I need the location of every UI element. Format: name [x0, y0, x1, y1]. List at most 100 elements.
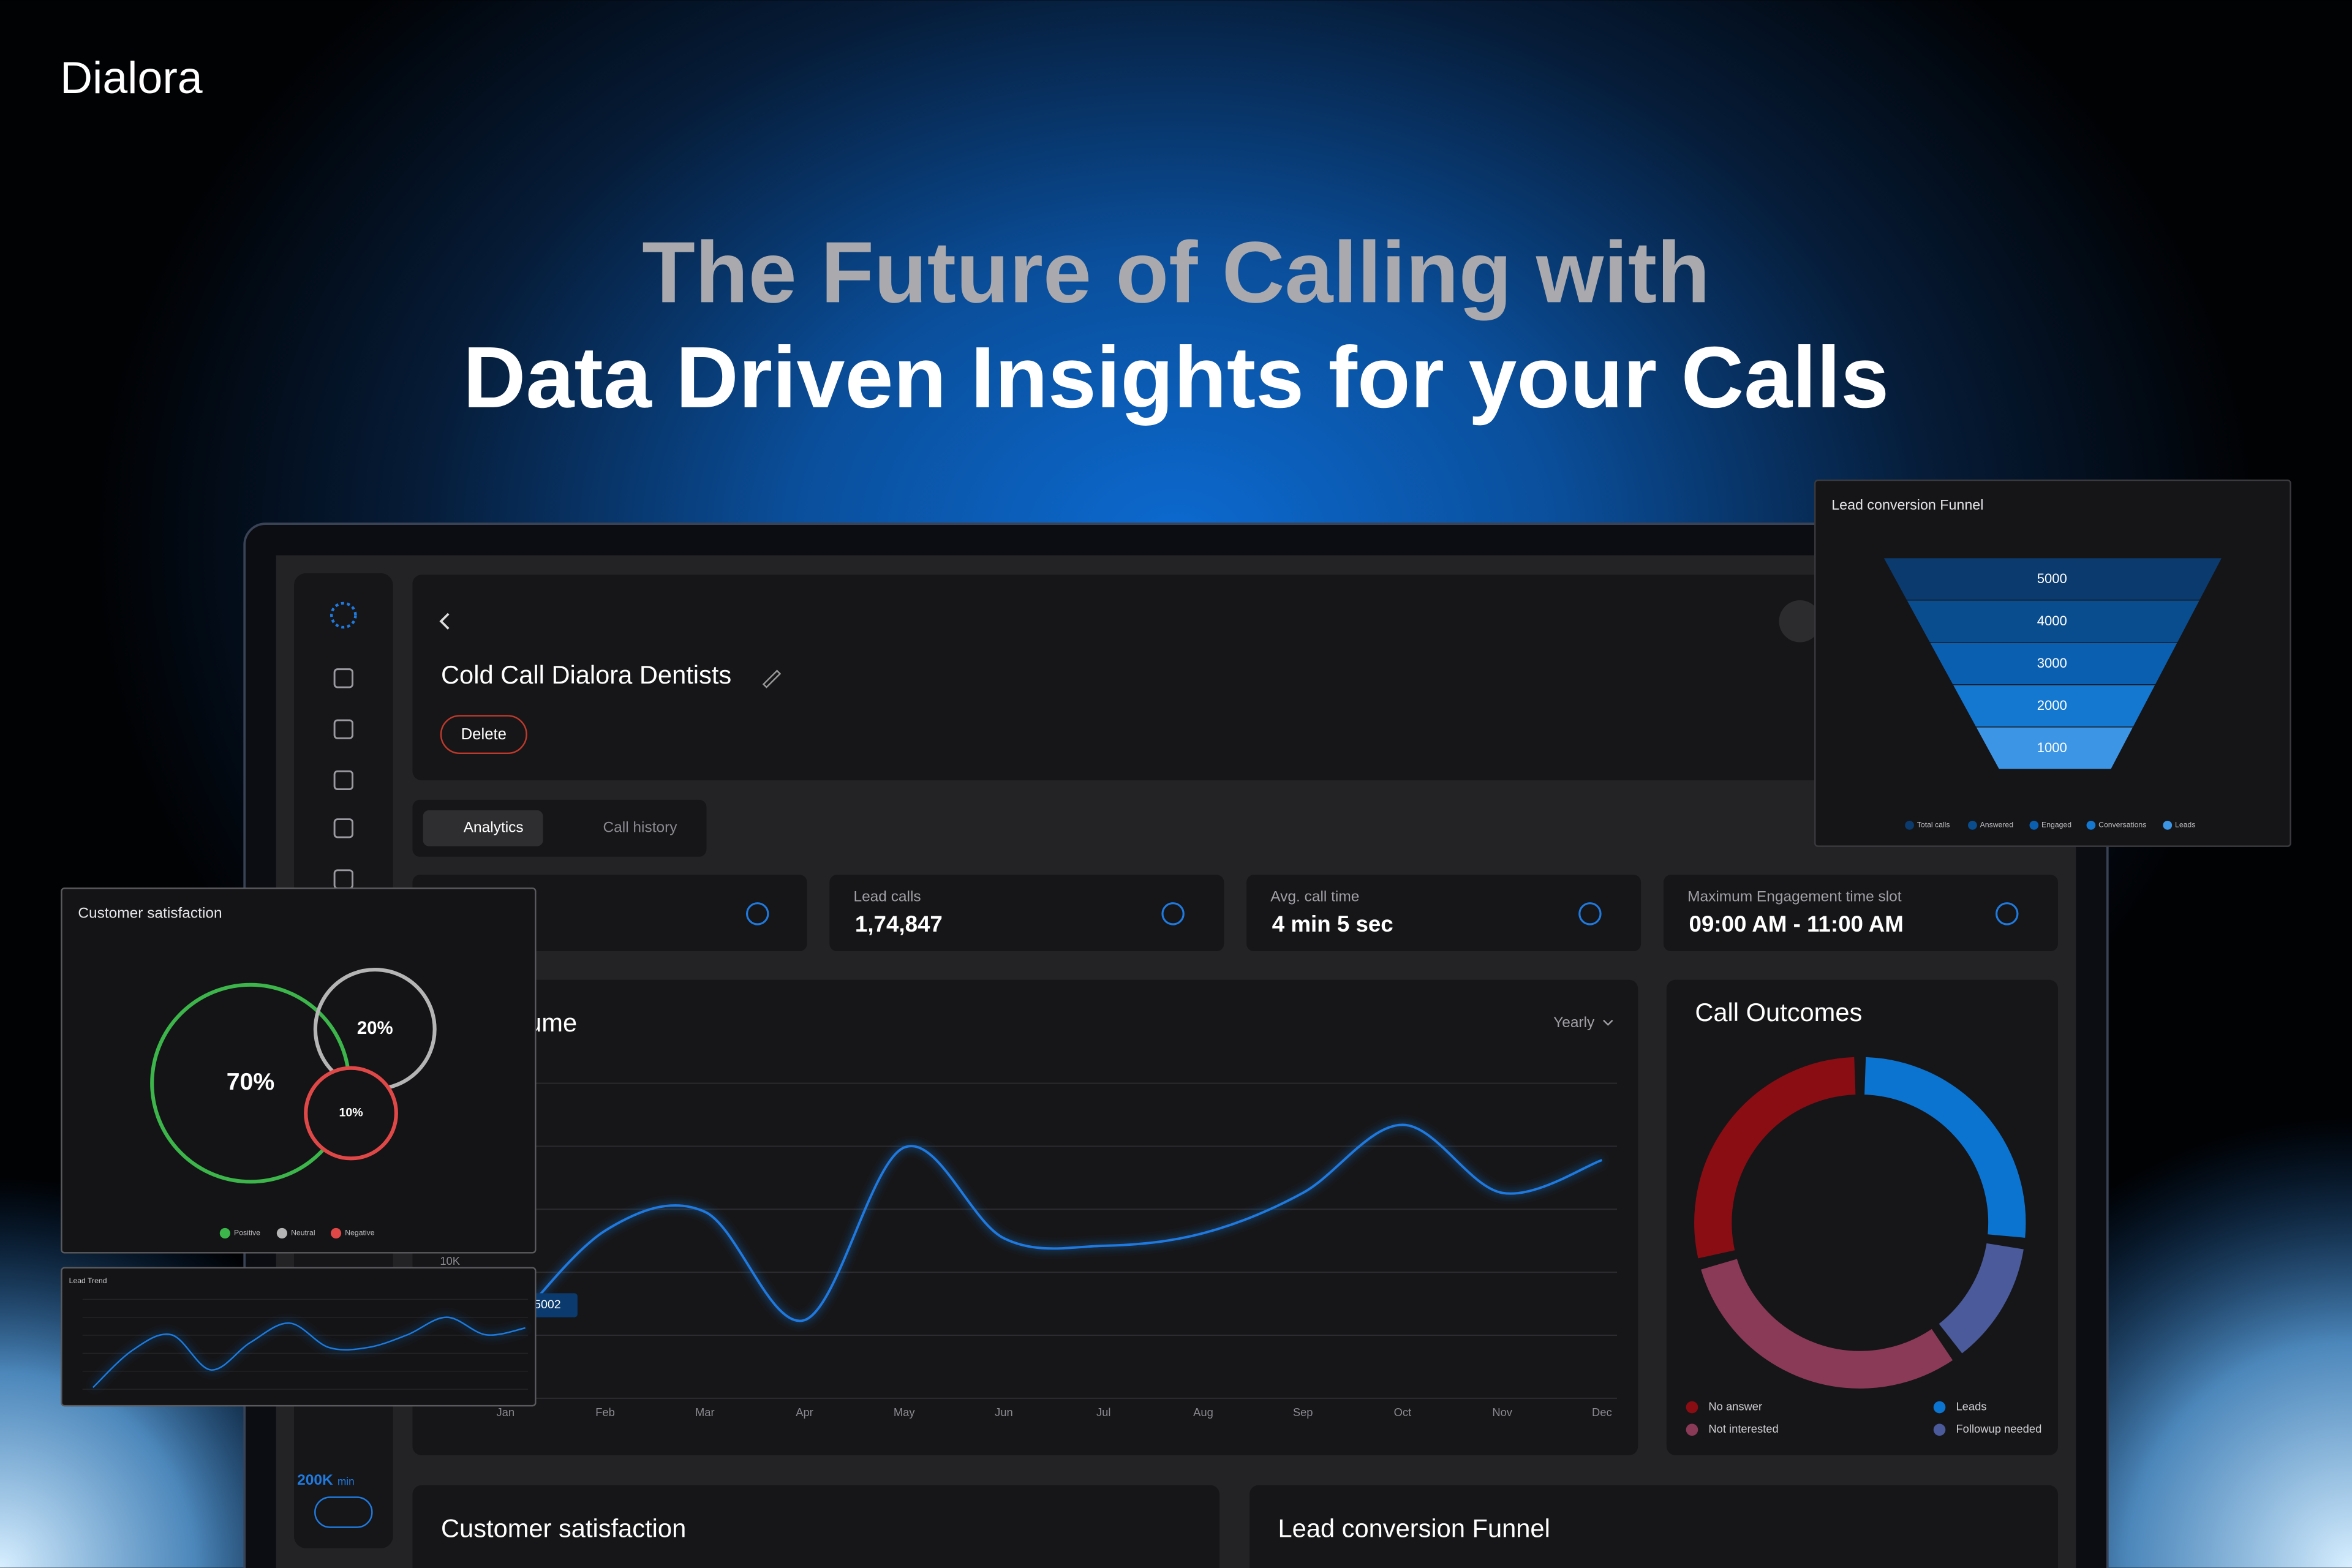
edit-icon[interactable] [762, 669, 782, 688]
legend-swatch [1933, 1401, 1946, 1414]
tab: Analytics [464, 820, 524, 836]
tab: Call history [603, 820, 677, 836]
edit-button[interactable] [1779, 600, 1822, 643]
legend-swatch [331, 1227, 342, 1239]
chart-card [412, 979, 1638, 1455]
line [504, 1123, 1603, 1336]
overlay-panel [61, 887, 537, 1254]
delete-label: Delete [461, 726, 507, 743]
panel-title: Customer satisfaction [78, 905, 222, 921]
x-tick-label: Aug [1193, 1406, 1213, 1419]
x-tick-label: Apr [796, 1406, 813, 1419]
funnel-stage [1930, 643, 2177, 685]
campaign-title: Cold Call Dialora Dentists [441, 660, 731, 689]
chart-title: Call Outcomes [1695, 998, 1862, 1027]
donut-segment [1694, 1057, 1856, 1259]
overlay-panel [61, 1267, 537, 1407]
line [92, 1316, 526, 1389]
funnel-value: 5000 [2037, 571, 2067, 586]
header-card [412, 575, 2063, 780]
x-tick-label: Jul [1096, 1406, 1110, 1419]
funnel-value: 3000 [2037, 655, 2067, 671]
x-tick-label: Nov [1492, 1406, 1512, 1419]
funnel-stage [1953, 685, 2155, 727]
stat-label: Maximum Engagement time slot [1687, 888, 1902, 905]
legend-label: Leads [2175, 821, 2195, 829]
usage-value: 200K [297, 1472, 333, 1488]
legend-label: Negative [345, 1229, 374, 1237]
funnel-stage [1907, 600, 2199, 643]
legend-swatch [1933, 1423, 1946, 1436]
funnel-value: 1000 [2037, 740, 2067, 755]
legend-label: Neutral [291, 1229, 315, 1237]
card-title: Lead conversion Funnel [1278, 1513, 1550, 1542]
bubble [304, 1066, 398, 1161]
legend-swatch [2163, 821, 2173, 830]
card-title: Customer satisfaction [441, 1513, 686, 1542]
legend-swatch [276, 1227, 287, 1239]
nav-logo[interactable] [330, 601, 357, 629]
x-tick-label: May [894, 1406, 916, 1419]
tab-active[interactable] [423, 810, 543, 846]
donut-segment [1701, 1259, 1953, 1389]
legend-swatch [2029, 821, 2039, 830]
nav-icon[interactable] [333, 770, 353, 791]
legend-label: Engaged [2041, 821, 2071, 829]
nav-icon[interactable] [333, 818, 353, 839]
legend-label: Positive [234, 1229, 260, 1237]
stat-card [1246, 875, 1642, 952]
stat-value: 1,74,847 [855, 911, 943, 937]
legend-label: Leads [1956, 1400, 1986, 1412]
stat-icon [1996, 902, 2019, 925]
stat-value: 09:00 AM - 11:00 AM [1689, 911, 1904, 937]
bubble-label: 20% [357, 1018, 393, 1038]
legend-label: Not interested [1708, 1422, 1778, 1435]
profile-button[interactable] [314, 1496, 373, 1528]
x-tick-label: Jan [497, 1406, 515, 1419]
logo: Dialora [60, 52, 203, 103]
chevron [1603, 1019, 1613, 1026]
card [412, 1485, 1220, 1568]
headline: The Future of Calling with [642, 224, 1710, 321]
legend-swatch [1905, 821, 1914, 830]
panel-title: Lead Trend [69, 1276, 107, 1285]
card [1250, 1485, 2058, 1568]
legend-label: Total calls [1917, 821, 1950, 829]
nav-icon[interactable] [333, 719, 353, 739]
legend-swatch [1686, 1423, 1698, 1436]
legend-label: Conversations [2098, 821, 2146, 829]
stat-card [1663, 875, 2058, 952]
usage-unit: min [337, 1476, 355, 1488]
bubble-label: 70% [227, 1069, 274, 1095]
stat-label: Avg. call time [1270, 888, 1359, 905]
stat-icon [1161, 902, 1185, 925]
nav-icon[interactable] [333, 668, 353, 688]
legend-label: No answer [1708, 1400, 1762, 1412]
legend-swatch [2086, 821, 2096, 830]
funnel-stage [1883, 558, 2222, 600]
legend-label: Answered [1980, 821, 2014, 829]
back-button[interactable] [439, 612, 450, 630]
stat-icon [746, 902, 769, 925]
stat-icon [1578, 902, 1602, 925]
stat-value: 4 min 5 sec [1272, 911, 1393, 937]
legend-swatch [219, 1227, 230, 1239]
x-tick-label: Dec [1592, 1406, 1612, 1419]
bubble-label: 10% [339, 1106, 363, 1120]
legend-swatch [1968, 821, 1977, 830]
period-select[interactable]: Yearly [1553, 1014, 1595, 1031]
x-tick-label: Oct [1394, 1406, 1412, 1419]
x-tick-label: Jun [995, 1406, 1013, 1419]
delete-button[interactable] [440, 715, 527, 755]
x-tick-label: Feb [595, 1406, 615, 1419]
x-tick-label: Mar [695, 1406, 715, 1419]
x-tick-label: Sep [1293, 1406, 1313, 1419]
donut-segment [1939, 1243, 2024, 1354]
stat-card [829, 875, 1224, 952]
funnel-value: 4000 [2037, 613, 2067, 628]
legend-label: Followup needed [1956, 1422, 2041, 1435]
funnel-value: 2000 [2037, 698, 2067, 713]
headline: Data Driven Insights for your Calls [463, 329, 1889, 426]
donut-segment [1864, 1057, 2026, 1238]
